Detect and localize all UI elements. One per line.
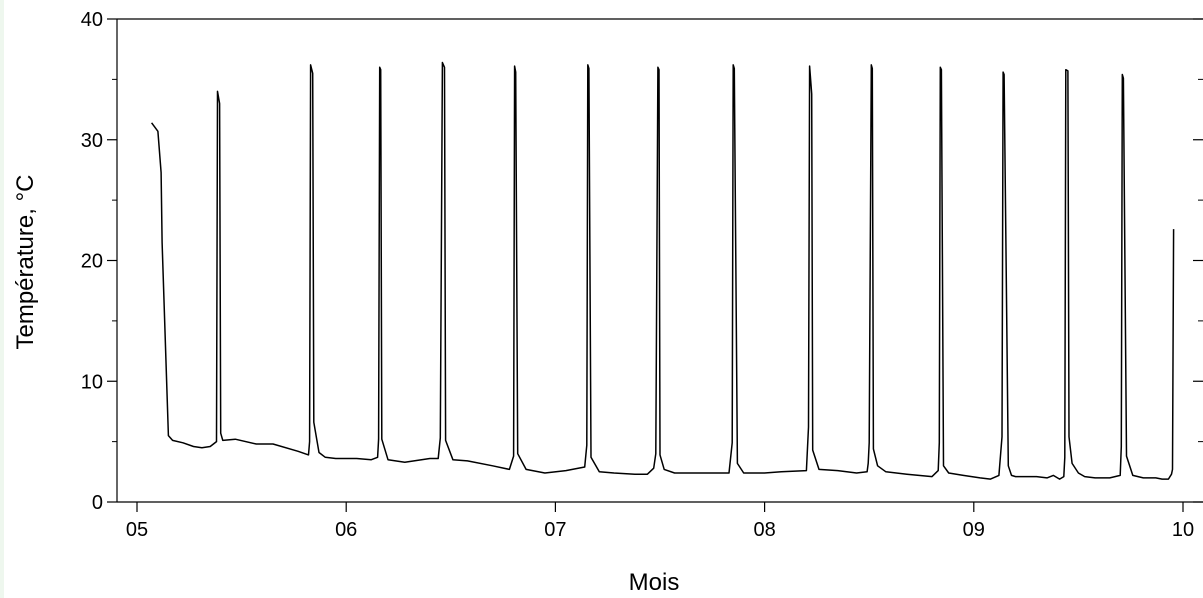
x-axis: 05 06 07 08 09 10 <box>126 502 1194 541</box>
y-tick-label: 40 <box>81 9 103 31</box>
y-tick-label: 30 <box>81 130 103 152</box>
x-axis-title: Mois <box>629 569 680 596</box>
y-axis-title: Température, °C <box>12 175 39 350</box>
left-border-strip <box>0 0 4 598</box>
x-tick-label: 07 <box>544 519 566 541</box>
temperature-series-line <box>150 61 1175 480</box>
x-tick-label: 09 <box>963 519 985 541</box>
x-tick-label: 10 <box>1172 519 1194 541</box>
x-tick-label: 05 <box>126 519 148 541</box>
x-tick-label: 06 <box>335 519 357 541</box>
y-tick-label: 0 <box>92 492 103 514</box>
y-tick-label: 20 <box>81 251 103 273</box>
x-tick-label: 08 <box>753 519 775 541</box>
series-layer <box>150 61 1175 480</box>
y-tick-label: 10 <box>81 371 103 393</box>
y-axis: 0 10 20 30 40 <box>81 9 1203 514</box>
